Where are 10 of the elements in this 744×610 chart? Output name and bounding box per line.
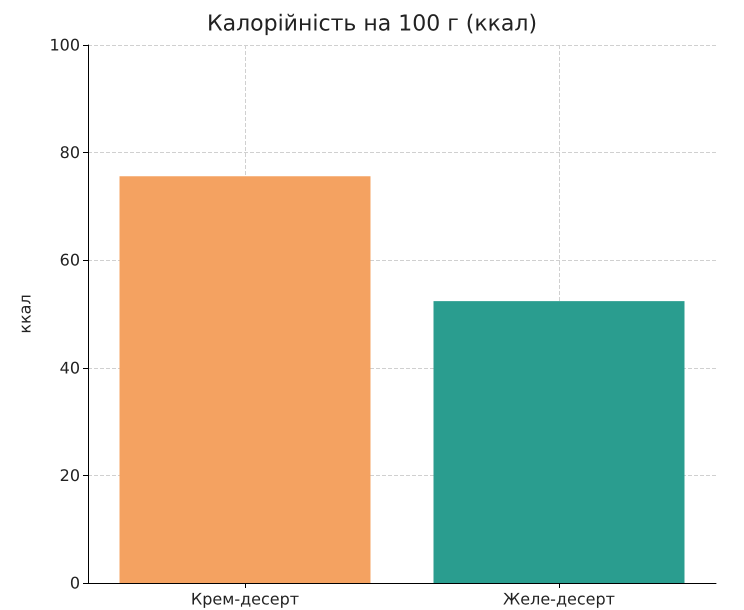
y-tick-label: 60 <box>60 250 80 270</box>
y-tick-label: 40 <box>60 358 80 378</box>
y-tick-label: 80 <box>60 143 80 162</box>
y-tick-label: 20 <box>60 466 80 485</box>
y-axis-title: ккал <box>16 294 34 334</box>
x-tick-label: Желе-десерт <box>503 590 615 608</box>
y-tick-label: 100 <box>49 36 80 54</box>
x-tick-label: Крем-десерт <box>190 590 300 608</box>
chart-title: Калорійність на 100 г (ккал) <box>206 12 538 36</box>
y-tick-label: 0 <box>70 574 80 592</box>
